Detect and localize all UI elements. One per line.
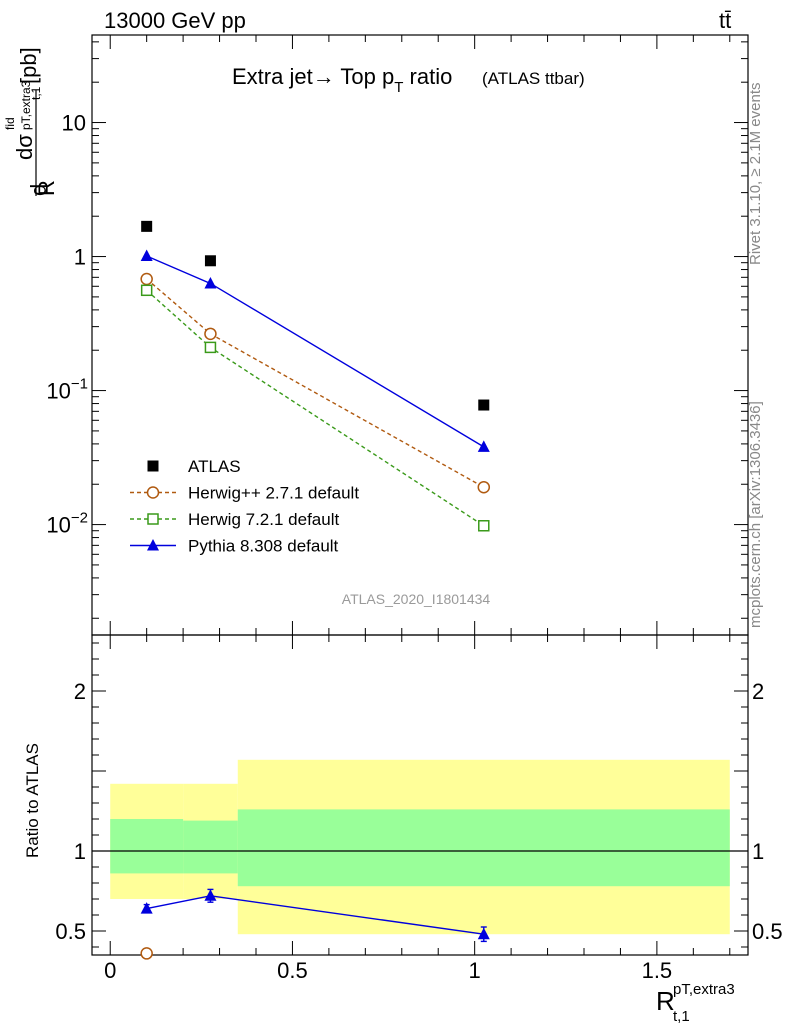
plot-title-subscript: T [394,79,403,96]
legend-label: ATLAS [188,457,241,476]
main-pythia-8-308-default-point [140,249,153,261]
main-herwig-2-7-1-default-line [146,278,485,488]
uncertainty-band-green [110,819,184,874]
main-atlas-point [478,399,490,411]
ratio-pythia-8-308-default-point [204,889,217,901]
rivet-version-label: Rivet 3.1.10, ≥ 2.1M events [747,83,764,266]
main-herwig-7-2-1-default-point [140,284,153,297]
process-label: tt̄ [719,8,731,33]
legend-label: Pythia 8.308 default [188,537,339,556]
main-herwig-2-7-1-default-point [477,480,491,494]
ratio-plot-panel: 0 0.5 1 1.5 0.5 0.5 1 1 2 2 [55,634,783,983]
legend-marker [147,460,159,472]
main-y-axis-label-text: R [34,180,59,196]
plot-title: Extra jet→ Top pT ratio [232,64,452,96]
ratio-y-tick-label-right: 1 [752,839,764,864]
x-axis-label: R pT,extra3 t,1 [656,981,735,1024]
main-y-axis-label-text: dσ [12,134,37,160]
main-atlas-point [141,220,153,232]
main-y-tick-label: 10−1 [46,376,88,404]
legend-label: Herwig++ 2.7.1 default [188,484,359,503]
legend-label: Herwig 7.2.1 default [188,510,339,529]
x-axis-label-main: R [656,986,675,1016]
main-herwig-7-2-1-default-point [204,341,217,354]
ratio-y-axis-label: Ratio to ATLAS [23,743,42,858]
uncertainty-band-green [237,809,730,887]
energy-label: 13000 GeV pp [104,8,246,33]
ratio-plot-frame [91,634,749,956]
main-pythia-8-308-default-point [204,276,217,289]
legend-marker [147,513,159,525]
ratio-y-tick-label-right: 2 [752,679,764,704]
main-atlas-point [204,255,216,267]
ratio-y-tick-label-left: 0.5 [55,919,86,944]
main-y-axis-label-text: fid [3,117,17,130]
ratio-y-tick-label-right: 0.5 [752,919,783,944]
main-y-axis-label-unit: [pb] [16,47,41,84]
uncertainty-band-green [183,820,238,874]
ratio-y-tick-label-left: 1 [74,839,86,864]
main-y-tick-label: 10−2 [46,510,88,538]
x-tick-label: 1 [469,958,481,983]
legend-marker [146,486,160,499]
legend-marker [147,539,159,551]
main-herwig-2-7-1-default-point [140,272,153,286]
main-herwig-7-2-1-default-point [478,520,490,532]
x-tick-label: 0 [104,958,116,983]
ratio-y-tick-label-left: 2 [74,679,86,704]
main-y-axis-label-text: pT,extra3 [19,80,33,130]
plot-title-main: Extra jet→ Top p [232,64,394,89]
main-y-tick-label: 1 [74,245,86,270]
main-y-tick-label: 10 [62,111,86,136]
plot-title-tail: ratio [403,64,452,89]
plot-title-small: (ATLAS ttbar) [482,69,585,88]
x-axis-label-subscript: t,1 [673,1008,690,1024]
legend: ATLAS Herwig++ 2.7.1 default Herwig 7.2.1 … [130,457,359,556]
main-herwig-2-7-1-default-point [204,327,217,341]
ratio-herwig-2-7-1-default-point [140,947,153,960]
main-pythia-8-308-default-line [146,255,485,448]
ratio-pythia-8-308-default-point [140,902,153,914]
main-y-axis-label-text: d [26,184,51,196]
x-tick-label: 0.5 [277,958,308,983]
x-tick-label: 1.5 [642,958,673,983]
mcplots-label: mcplots.cern.ch [arXiv:1306.3436] [747,401,764,628]
ratio-pythia-8-308-default-point [477,927,490,940]
analysis-id-label: ATLAS_2020_I1801434 [342,591,491,607]
main-y-axis-label: d dσ fid pT,extra3 t,1 R [pb] [3,47,59,196]
main-pythia-8-308-default-point [477,440,490,452]
x-axis-label-superscript: pT,extra3 [673,981,735,998]
